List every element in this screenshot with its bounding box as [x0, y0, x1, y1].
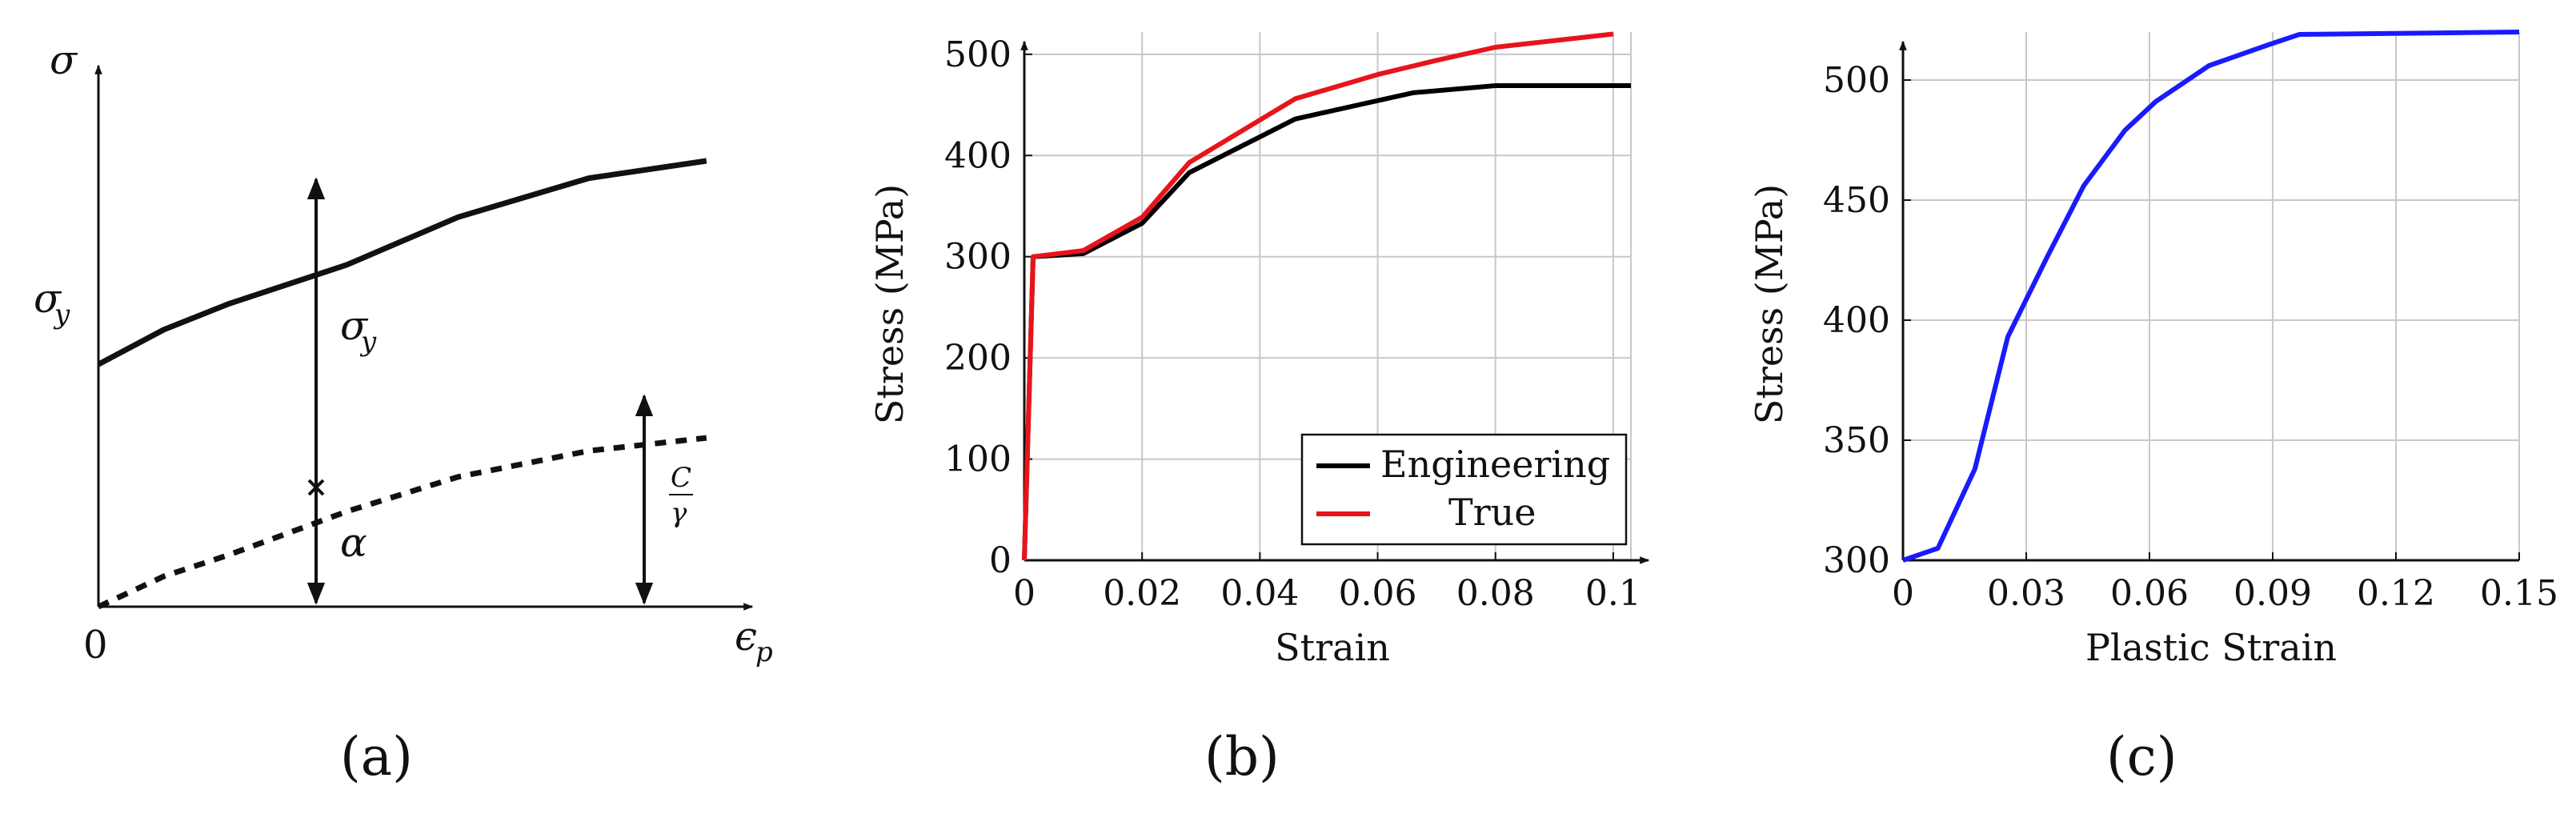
b-y-tick-label: 200	[944, 338, 1012, 379]
c-x-tick-label: 0.06	[2110, 573, 2189, 614]
c-ticks: 0 0.03 0.06 0.09 0.12 0.15 300 350 400 450 500	[1823, 60, 2558, 614]
svg-text:p: p	[755, 636, 773, 668]
b-x-axis-label: Strain	[1275, 626, 1390, 669]
a-intersection-mark	[307, 479, 325, 496]
c-x-tick-label: 0.09	[2233, 573, 2312, 614]
a-curves	[97, 158, 707, 610]
a-caption: (a)	[340, 726, 413, 788]
c-y-tick-label: 400	[1823, 300, 1890, 341]
panel-b: 0 0.02 0.04 0.06 0.08 0.1 0 100 200 300 400 500 Str…	[868, 31, 1650, 788]
b-x-tick-label: 0	[1013, 573, 1036, 614]
a-x-axis-label: ϵ p	[735, 613, 773, 668]
b-ticks: 0 0.02 0.04 0.06 0.08 0.1 0 100 200 300 400 500	[944, 34, 1641, 614]
b-caption: (b)	[1204, 726, 1280, 788]
b-grid	[1024, 32, 1632, 560]
b-series-true	[1022, 31, 1614, 561]
svg-text:y: y	[53, 299, 70, 331]
c-y-tick-label: 300	[1823, 540, 1890, 581]
a-sigma-y-mid-label: σ y	[340, 303, 377, 358]
a-series-backstress	[97, 435, 707, 610]
b-x-tick-label: 0.1	[1585, 573, 1641, 614]
b-x-tick-label: 0.08	[1456, 573, 1535, 614]
b-y-tick-label: 0	[989, 540, 1012, 581]
b-legend-box	[1300, 433, 1628, 546]
a-origin-label: 0	[83, 623, 108, 668]
b-lines	[1022, 31, 1631, 561]
b-x-tick-label: 0.06	[1339, 573, 1417, 614]
a-sigma-y-left-label: σ y	[34, 275, 70, 331]
b-x-tick-label: 0.02	[1103, 573, 1181, 614]
c-x-tick-label: 0.12	[2357, 573, 2435, 614]
c-y-tick-label: 500	[1823, 60, 1890, 101]
b-y-tick-label: 500	[944, 34, 1012, 75]
c-caption: (c)	[2106, 726, 2177, 788]
svg-text:γ: γ	[671, 497, 687, 529]
c-y-axis-label: Stress (MPa)	[1748, 184, 1791, 424]
c-grid	[1903, 32, 2520, 560]
c-lines	[1902, 30, 2520, 563]
c-x-tick-label: 0.15	[2480, 573, 2558, 614]
b-y-axis-label: Stress (MPa)	[868, 184, 911, 424]
b-y-tick-label: 400	[944, 135, 1012, 176]
b-legend-label-true: True	[1448, 491, 1536, 534]
a-alpha-label: α	[340, 519, 367, 566]
svg-text:ϵ: ϵ	[735, 613, 757, 660]
b-y-tick-label: 300	[944, 237, 1012, 278]
c-y-tick-label: 350	[1823, 420, 1890, 461]
c-y-tick-label: 450	[1823, 180, 1890, 221]
svg-text:σ: σ	[34, 275, 62, 322]
b-y-tick-label: 100	[944, 439, 1012, 480]
svg-text:y: y	[359, 326, 377, 358]
c-x-tick-label: 0.03	[1987, 573, 2065, 614]
panel-a: σ ϵ p 0 σ y σ y α C γ (a)	[34, 37, 773, 788]
panel-c: 0 0.03 0.06 0.09 0.12 0.15 300 350 400 450 500 Pla…	[1748, 30, 2558, 788]
svg-text:σ: σ	[340, 303, 369, 349]
c-x-axis-label: Plastic Strain	[2085, 626, 2337, 669]
b-legend: Engineering True	[1300, 433, 1628, 546]
c-series-plastic-curve	[1902, 30, 2520, 563]
c-x-tick-label: 0	[1892, 573, 1914, 614]
b-legend-label-engineering: Engineering	[1380, 443, 1610, 486]
a-ratio-label: C γ	[669, 462, 693, 529]
svg-text:C: C	[671, 462, 691, 494]
b-x-tick-label: 0.04	[1220, 573, 1299, 614]
a-y-axis-label: σ	[50, 37, 78, 83]
a-series-total-stress	[97, 158, 707, 367]
